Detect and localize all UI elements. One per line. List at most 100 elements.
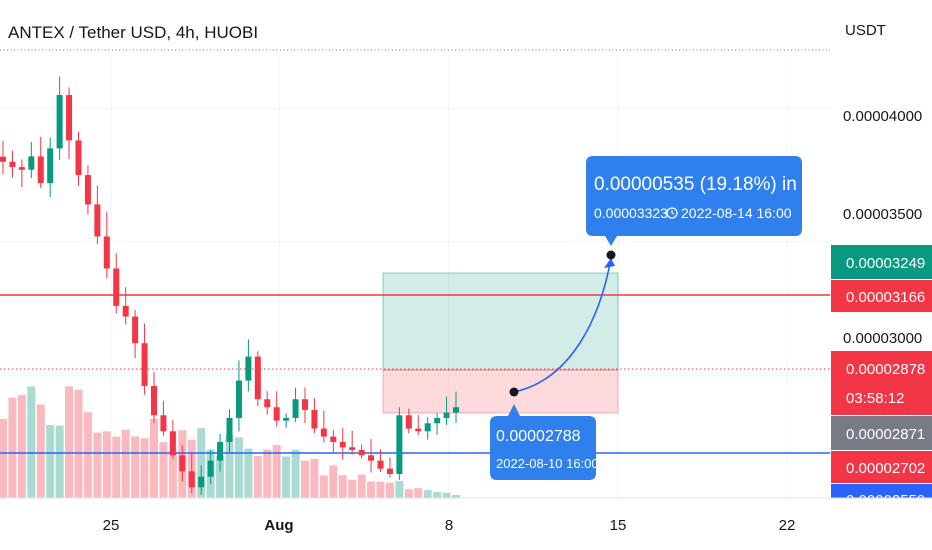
candle-body <box>358 449 365 456</box>
candle-body <box>56 95 63 149</box>
candle-body <box>434 417 441 424</box>
time-tick: Aug <box>264 517 293 534</box>
candle-body <box>235 380 242 418</box>
volume-bar <box>36 404 45 498</box>
tag-last-price-bg <box>831 351 932 415</box>
candle-body <box>405 415 412 429</box>
candle-body <box>320 428 327 437</box>
time-tick: 15 <box>610 517 627 534</box>
candle-body <box>75 140 82 176</box>
candle-body <box>103 236 110 269</box>
candle-body <box>311 409 318 429</box>
candle-body <box>160 415 167 432</box>
volume-bar <box>395 480 404 498</box>
candle-body <box>207 460 214 477</box>
volume-bar <box>348 479 357 498</box>
candle-body <box>245 356 252 381</box>
volume-bar <box>131 436 140 498</box>
candle-body <box>217 441 224 461</box>
candle-body <box>141 343 148 386</box>
candle-body <box>198 476 205 488</box>
candle-body <box>151 385 157 416</box>
projection-arrow[interactable] <box>513 257 612 393</box>
profit-zone <box>382 272 619 371</box>
volume-bar <box>46 424 55 498</box>
candle-body <box>169 431 176 456</box>
loss-zone <box>382 369 619 414</box>
volume-bar <box>140 438 149 498</box>
volume-bar <box>55 425 64 498</box>
volume-bar <box>367 481 376 498</box>
time-scale[interactable]: 25 Aug 8 15 22 <box>0 497 932 534</box>
candle-body <box>339 441 346 448</box>
candle-body <box>396 415 403 474</box>
target-callout-time: 2022-08-14 16:00 <box>681 205 792 221</box>
volume-bar <box>27 386 36 498</box>
candle-body <box>84 175 91 205</box>
volume-bar <box>65 386 74 498</box>
volume-bar <box>433 491 442 498</box>
candle-body <box>302 399 308 410</box>
candle-body <box>28 156 35 170</box>
volume-bar <box>225 434 234 498</box>
tag-blue-level-bg <box>831 484 932 498</box>
candle-body <box>122 305 129 317</box>
chart-title: ANTEX / Tether USD, 4h, HUOBI <box>8 23 258 42</box>
candle-body <box>443 412 450 418</box>
target-callout-price: 0.00003323 <box>594 205 668 221</box>
candle-body <box>9 161 16 168</box>
candle-body <box>386 468 393 474</box>
candle-body <box>113 268 120 306</box>
volume-bar <box>8 397 17 498</box>
volume-bar <box>216 455 225 498</box>
candle-body <box>132 316 139 344</box>
volume-bar <box>244 448 253 498</box>
candle-body <box>37 156 44 184</box>
price-scale[interactable]: USDT 0.00004000 0.00003500 0.00003000 <box>843 22 922 347</box>
candle-body <box>273 407 280 421</box>
candle-body <box>66 95 73 141</box>
tag-stop-bg <box>831 451 932 483</box>
tag-countdown: 03:58:12 <box>846 390 904 407</box>
volume-bar <box>414 488 423 498</box>
target-callout[interactable]: 0.00000535 (19.18%) in 4d 0.00003323 202… <box>586 156 823 246</box>
projection-end-point[interactable] <box>606 250 616 260</box>
volume-bar <box>338 475 347 498</box>
tag-red-level-bg <box>831 280 932 312</box>
volume-bars <box>0 386 460 498</box>
volume-bar <box>452 495 460 498</box>
candle-body <box>283 417 290 421</box>
candle-body <box>94 204 101 237</box>
tag-gray: 0.00002871 <box>846 426 925 443</box>
candle-body <box>47 148 54 184</box>
candle-body <box>368 455 375 461</box>
volume-bar <box>263 449 272 498</box>
time-tick: 25 <box>103 517 120 534</box>
tag-stop: 0.00002702 <box>846 460 925 477</box>
long-position-tool[interactable] <box>382 272 619 414</box>
volume-bar <box>310 458 319 498</box>
volume-bar <box>197 428 206 498</box>
volume-bar <box>17 395 26 498</box>
volume-bar <box>121 429 130 498</box>
price-scale-currency: USDT <box>845 22 886 39</box>
time-tick: 8 <box>445 517 453 534</box>
price-tags: 0.00003249 0.00003166 0.00002878 03:58:1… <box>831 245 932 498</box>
price-tick: 0.00003000 <box>843 330 922 347</box>
candle-body <box>292 399 299 418</box>
projection-start-point[interactable] <box>509 387 519 397</box>
time-tick: 22 <box>779 517 796 534</box>
volume-bar <box>301 460 309 498</box>
candle-body <box>424 423 431 432</box>
volume-bar <box>0 419 7 498</box>
candle-body <box>179 455 186 472</box>
price-tick: 0.00004000 <box>843 108 922 125</box>
candle-body <box>254 356 261 400</box>
start-callout[interactable]: 0.00002788 2022-08-10 16:00 <box>490 404 599 480</box>
volume-bar <box>404 489 413 498</box>
volume-bar <box>253 456 262 498</box>
candle-body <box>453 407 459 413</box>
volume-bar <box>234 437 243 498</box>
clock-icon <box>666 207 678 219</box>
